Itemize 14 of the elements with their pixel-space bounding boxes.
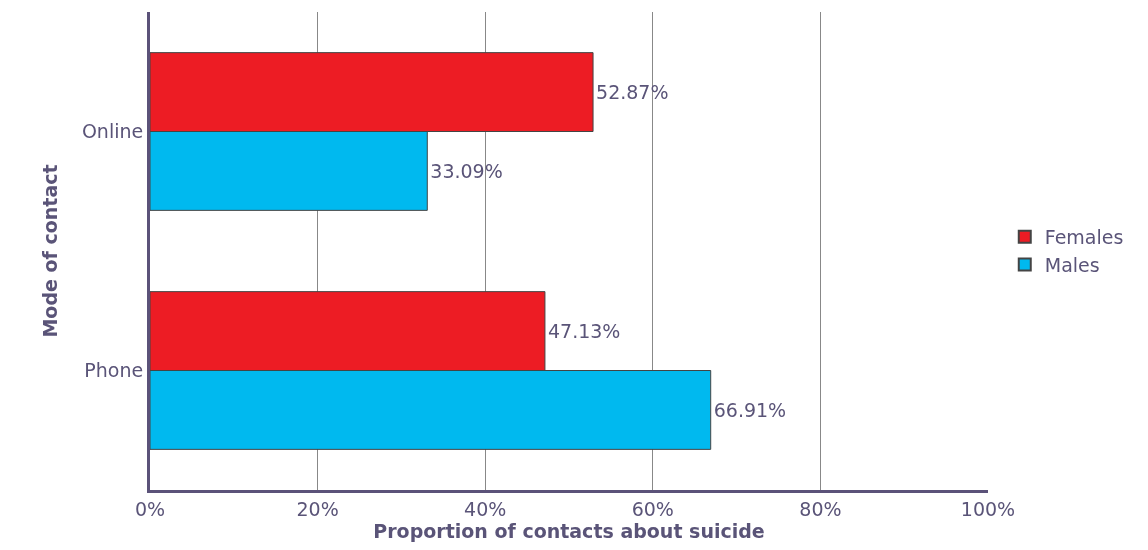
legend-label: Females <box>1044 226 1124 249</box>
x-tick-label: 60% <box>631 497 674 520</box>
legend-label: Males <box>1044 253 1100 276</box>
y-axis-title: Mode of contact <box>38 164 61 338</box>
y-tick-label: Phone <box>84 359 144 382</box>
x-tick-label: 20% <box>296 497 339 520</box>
data-label: 66.91% <box>713 398 787 421</box>
y-tick-label: Online <box>81 120 144 143</box>
x-axis-title: Proportion of contacts about suicide <box>373 519 765 542</box>
x-tick-label: 40% <box>464 497 507 520</box>
data-label: 47.13% <box>547 320 621 343</box>
x-tick-label: 0% <box>134 497 166 520</box>
x-tick-label: 80% <box>799 497 842 520</box>
x-tick-label: 100% <box>960 497 1016 520</box>
